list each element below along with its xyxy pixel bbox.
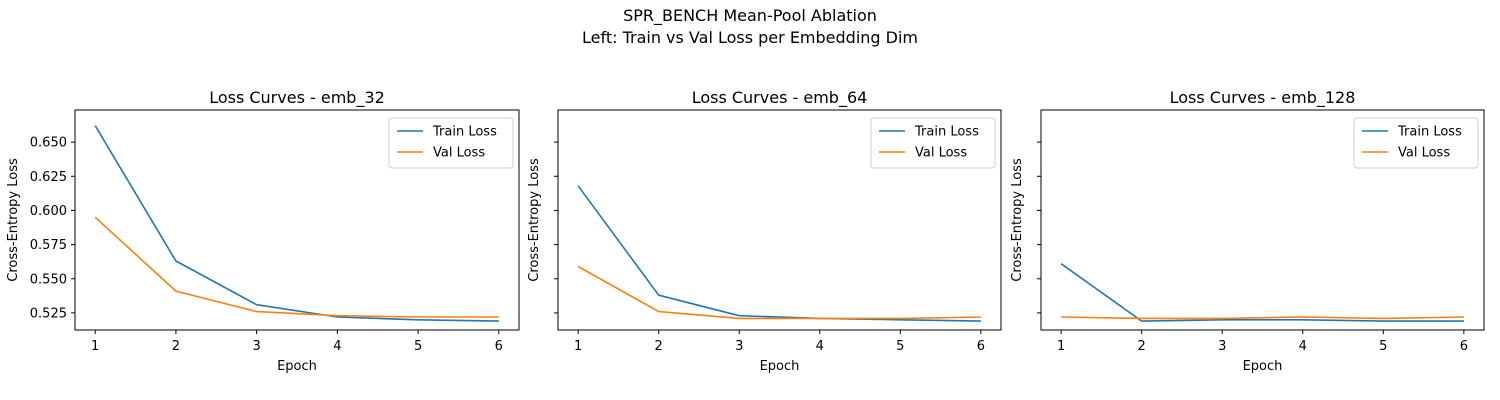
x-tick-label: 6 <box>1460 339 1468 354</box>
x-tick-label: 1 <box>1057 339 1065 354</box>
x-tick-label: 3 <box>252 339 260 354</box>
subplot-title: Loss Curves - emb_64 <box>692 88 868 108</box>
x-axis-label: Epoch <box>277 359 317 374</box>
subplot-3: Loss Curves - emb_128 1 2 3 4 5 6 Epoch Cross-En… <box>1010 88 1485 374</box>
x-tick-label: 4 <box>816 339 824 354</box>
legend-label: Val Loss <box>915 146 967 161</box>
x-tick-label: 5 <box>1379 339 1387 354</box>
legend-label: Train Loss <box>914 125 979 140</box>
x-tick-label: 1 <box>91 339 99 354</box>
x-tick-label: 6 <box>495 339 503 354</box>
subplot-title: Loss Curves - emb_32 <box>209 88 385 108</box>
subplot-1: Loss Curves - emb_32 1 2 3 4 5 6 0.525 0.550 0.57… <box>6 88 520 374</box>
x-tick-label: 5 <box>414 339 422 354</box>
x-tick-label: 4 <box>333 339 341 354</box>
series-line-val-loss <box>1061 316 1464 320</box>
series-line-train-loss <box>577 185 981 322</box>
figure-suptitle-line2: Left: Train vs Val Loss per Embedding Di… <box>582 28 918 47</box>
y-tick-label: 0.625 <box>30 170 67 185</box>
y-tick-label: 0.525 <box>30 306 67 321</box>
series-line-train-loss <box>94 125 499 322</box>
series-line-val-loss <box>94 216 499 318</box>
plot-frame <box>557 109 1002 331</box>
y-tick-label: 0.600 <box>30 204 67 219</box>
x-tick-label: 2 <box>655 339 663 354</box>
legend: Train Loss Val Loss <box>870 117 996 169</box>
x-axis-label: Epoch <box>760 359 800 374</box>
y-axis-label: Cross-Entropy Loss <box>1010 158 1025 282</box>
subplot-title: Loss Curves - emb_128 <box>1170 88 1356 108</box>
x-tick-label: 2 <box>1138 339 1146 354</box>
x-tick-label: 4 <box>1299 339 1307 354</box>
y-tick-label: 0.575 <box>30 238 67 253</box>
legend-label: Train Loss <box>432 125 497 140</box>
subplot-2: Loss Curves - emb_64 1 2 3 4 5 6 Epoch Cross-Ent… <box>527 88 1002 374</box>
plot-frame <box>1040 109 1485 331</box>
series-line-val-loss <box>577 265 981 320</box>
y-axis-label: Cross-Entropy Loss <box>527 158 542 282</box>
y-tick-label: 0.650 <box>30 136 67 151</box>
series-line-train-loss <box>1060 263 1464 322</box>
x-tick-label: 3 <box>1218 339 1226 354</box>
x-tick-label: 6 <box>977 339 985 354</box>
x-tick-label: 3 <box>735 339 743 354</box>
figure-suptitle-line1: SPR_BENCH Mean-Pool Ablation <box>623 6 877 26</box>
x-tick-label: 1 <box>574 339 582 354</box>
y-axis-label: Cross-Entropy Loss <box>6 158 21 282</box>
legend: Train Loss Val Loss <box>388 117 514 169</box>
x-tick-label: 2 <box>172 339 180 354</box>
legend-label: Val Loss <box>1398 146 1450 161</box>
plot-frame <box>74 109 520 331</box>
y-tick-label: 0.550 <box>30 272 67 287</box>
legend-label: Val Loss <box>433 146 485 161</box>
legend: Train Loss Val Loss <box>1353 117 1479 169</box>
x-axis-label: Epoch <box>1243 359 1283 374</box>
x-tick-label: 5 <box>896 339 904 354</box>
legend-label: Train Loss <box>1397 125 1462 140</box>
